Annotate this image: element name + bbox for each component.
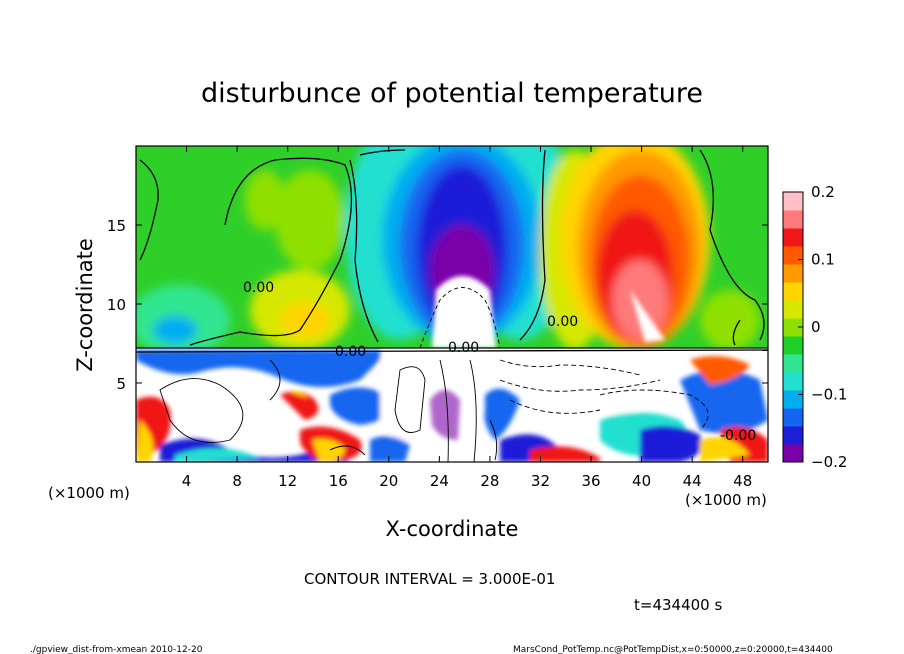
y-tick-label: 10 — [107, 296, 126, 314]
color-field-cores — [432, 276, 665, 348]
x-tick-label: 8 — [232, 472, 242, 490]
time-label: t=434400 s — [634, 596, 722, 614]
x-tick-label: 32 — [531, 472, 550, 490]
colorbar-swatch — [783, 372, 803, 391]
colorbar-swatch — [783, 192, 803, 211]
colorbar-swatch — [783, 264, 803, 283]
contour-interval: CONTOUR INTERVAL = 3.000E-01 — [304, 570, 555, 588]
colorbar-swatch — [783, 300, 803, 319]
colorbar-swatch — [783, 390, 803, 409]
x-tick-label: 40 — [632, 472, 651, 490]
contour-label: 0.00 — [448, 340, 479, 356]
colorbar-swatch — [783, 336, 803, 355]
contour-label: -0.00 — [720, 428, 756, 444]
colorbar-swatch — [783, 354, 803, 373]
x-tick-label: 20 — [379, 472, 398, 490]
colorbar-swatch — [783, 408, 803, 427]
plot-area — [136, 146, 768, 462]
colorbar-swatch — [783, 210, 803, 229]
colorbar-swatch — [783, 444, 803, 463]
footer-left: ./gpview_dist-from-xmean 2010-12-20 — [30, 645, 203, 654]
x-tick-label: 16 — [329, 472, 348, 490]
x-tick-label: 48 — [733, 472, 752, 490]
contour-label-group: 0.00 0.00 0.00 0.00 -0.00 — [243, 280, 756, 444]
colorbar-swatch — [783, 426, 803, 445]
footer-right: MarsCond_PotTemp.nc@PotTempDist,x=0:5000… — [513, 645, 833, 654]
colorbar-tick-label: 0.1 — [811, 251, 835, 269]
x-tick-label: 36 — [581, 472, 600, 490]
colorbar-swatch — [783, 246, 803, 265]
x-axis-label: X-coordinate — [386, 517, 519, 541]
x-unit-left: (×1000 m) — [48, 484, 130, 502]
contour-lines — [136, 149, 768, 353]
colorbar-swatch — [783, 282, 803, 301]
y-tick-label: 5 — [116, 375, 126, 393]
x-tick-label: 24 — [430, 472, 449, 490]
contour-label: 0.00 — [547, 314, 578, 330]
x-tick-label: 4 — [182, 472, 192, 490]
y-axis-ticks: 5 10 15 — [107, 217, 768, 393]
colorbar-ticks: 0.2 0.1 0 −0.1 −0.2 — [798, 183, 847, 471]
contour-label: 0.00 — [243, 280, 274, 296]
colorbar-swatch — [783, 318, 803, 337]
contour-label: 0.00 — [335, 344, 366, 360]
colorbar-tick-label: 0 — [811, 318, 821, 336]
y-tick-label: 15 — [107, 217, 126, 235]
chart-title: disturbunce of potential temperature — [201, 78, 703, 109]
colorbar-tick-label: −0.2 — [811, 453, 847, 471]
x-tick-label: 28 — [480, 472, 499, 490]
colorbar-tick-label: −0.1 — [811, 386, 847, 404]
contour-lines-lower — [159, 287, 709, 462]
x-unit-right: (×1000 m) — [685, 491, 767, 509]
colorbar-swatch — [783, 228, 803, 247]
x-tick-label: 44 — [683, 472, 702, 490]
x-axis-ticks: 4 8 12 16 20 24 28 32 36 40 44 48 — [182, 146, 752, 490]
colorbar-tick-label: 0.2 — [811, 183, 835, 201]
y-axis-label: Z-coordinate — [73, 238, 97, 372]
lower-layer — [136, 348, 768, 462]
x-tick-label: 12 — [278, 472, 297, 490]
